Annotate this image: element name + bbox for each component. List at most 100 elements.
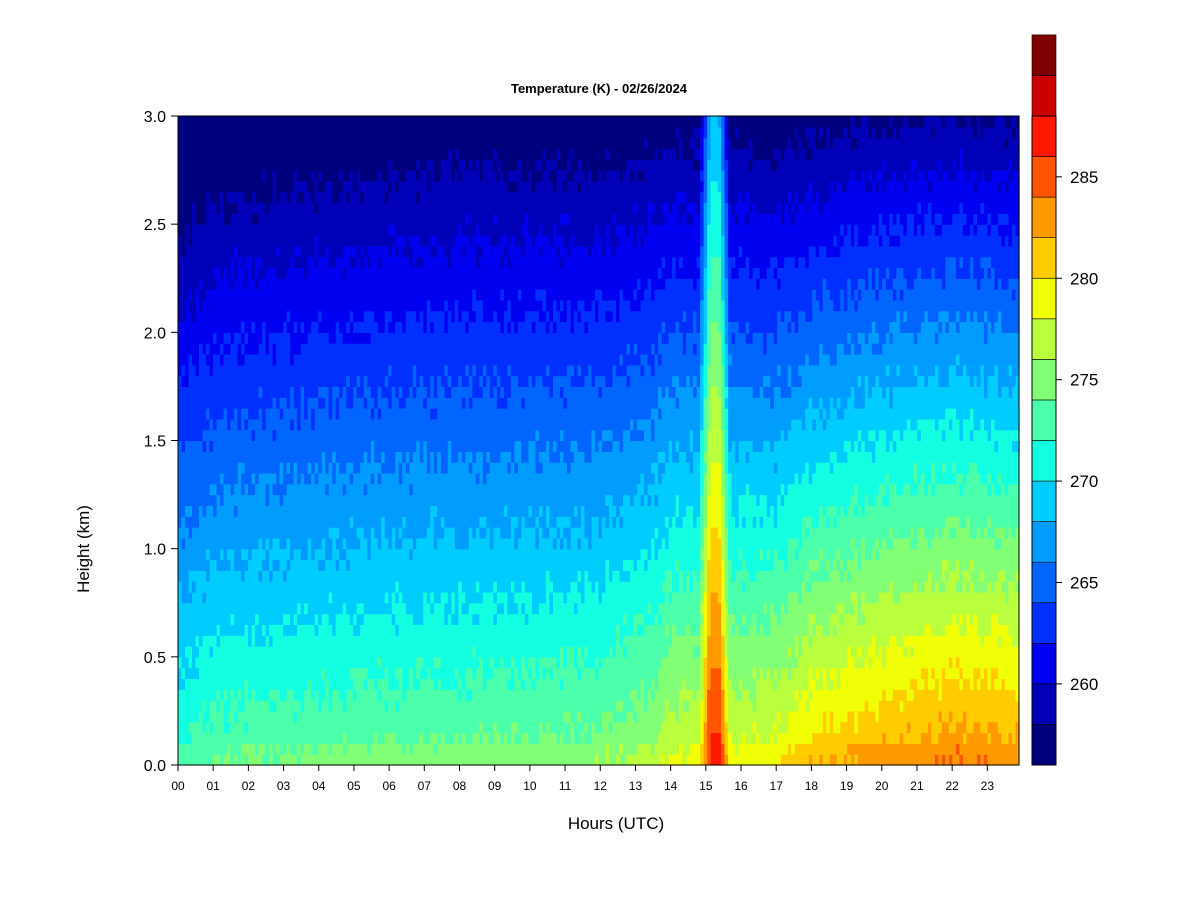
heatmap-cell	[269, 234, 274, 247]
heatmap-cell	[377, 537, 382, 550]
heatmap-cell	[360, 548, 365, 561]
heatmap-cell	[342, 462, 347, 474]
heatmap-cell	[265, 256, 270, 269]
heatmap-cell	[237, 180, 242, 193]
heatmap-cell	[388, 191, 393, 204]
heatmap-cell	[363, 397, 368, 409]
heatmap-cell	[209, 332, 214, 344]
heatmap-cell	[300, 581, 305, 593]
heatmap-cell	[356, 494, 361, 506]
heatmap-cell	[262, 170, 267, 182]
heatmap-cell	[286, 224, 291, 236]
heatmap-cell	[388, 462, 393, 474]
heatmap-cell	[230, 635, 235, 647]
heatmap-cell	[227, 343, 232, 355]
heatmap-cell	[339, 343, 344, 355]
heatmap-cell	[283, 527, 288, 539]
heatmap-cell	[321, 310, 326, 323]
heatmap-cell	[342, 289, 347, 301]
heatmap-cell	[363, 343, 368, 355]
heatmap-cell	[220, 559, 225, 571]
heatmap-cell	[398, 429, 403, 442]
heatmap-cell	[321, 386, 326, 398]
heatmap-cell	[419, 408, 424, 420]
heatmap-cell	[311, 116, 316, 128]
heatmap-cell	[209, 710, 214, 723]
heatmap-cell	[262, 180, 267, 193]
heatmap-cell	[342, 224, 347, 236]
heatmap-cell	[454, 656, 459, 669]
heatmap-cell	[349, 386, 354, 398]
heatmap-cell	[237, 321, 242, 333]
heatmap-cell	[419, 299, 424, 312]
heatmap-cell	[223, 462, 228, 474]
heatmap-cell	[444, 213, 449, 225]
heatmap-cell	[265, 602, 270, 615]
heatmap-cell	[416, 527, 421, 539]
heatmap-cell	[433, 451, 438, 463]
heatmap-cell	[265, 700, 270, 712]
heatmap-cell	[391, 548, 396, 561]
heatmap-cell	[426, 310, 431, 323]
heatmap-cell	[377, 721, 382, 734]
heatmap-cell	[307, 310, 312, 323]
heatmap-cell	[234, 656, 239, 669]
heatmap-cell	[248, 570, 253, 582]
heatmap-cell	[290, 332, 295, 344]
heatmap-cell	[300, 234, 305, 247]
heatmap-cell	[286, 386, 291, 398]
heatmap-cell	[416, 451, 421, 463]
heatmap-cell	[395, 537, 400, 550]
heatmap-cell	[311, 148, 316, 160]
heatmap-cell	[188, 710, 193, 723]
heatmap-cell	[339, 408, 344, 420]
heatmap-cell	[192, 289, 197, 301]
heatmap-cell	[374, 667, 379, 680]
heatmap-cell	[370, 667, 375, 680]
heatmap-cell	[325, 321, 330, 333]
heatmap-cell	[402, 591, 407, 604]
heatmap-cell	[328, 397, 333, 409]
heatmap-cell	[304, 710, 309, 723]
heatmap-cell	[423, 386, 428, 398]
heatmap-cell	[409, 289, 414, 301]
heatmap-cell	[269, 180, 274, 193]
heatmap-cell	[412, 386, 417, 398]
heatmap-cell	[458, 667, 463, 680]
heatmap-cell	[265, 581, 270, 593]
heatmap-cell	[374, 646, 379, 658]
heatmap-cell	[188, 602, 193, 615]
heatmap-cell	[279, 646, 284, 658]
heatmap-cell	[283, 321, 288, 333]
heatmap-cell	[220, 591, 225, 604]
heatmap-cell	[290, 267, 295, 279]
heatmap-cell	[349, 591, 354, 604]
heatmap-cell	[283, 278, 288, 290]
heatmap-cell	[300, 743, 305, 755]
heatmap-cell	[356, 289, 361, 301]
heatmap-cell	[276, 527, 281, 539]
heatmap-cell	[465, 472, 470, 485]
heatmap-cell	[391, 494, 396, 506]
heatmap-cell	[388, 126, 393, 139]
heatmap-cell	[265, 332, 270, 344]
heatmap-cell	[395, 191, 400, 204]
heatmap-cell	[202, 548, 207, 561]
heatmap-cell	[258, 170, 263, 182]
heatmap-cell	[398, 656, 403, 669]
heatmap-cell	[304, 332, 309, 344]
heatmap-cell	[258, 386, 263, 398]
heatmap-cell	[192, 689, 197, 701]
heatmap-cell	[237, 678, 242, 690]
heatmap-cell	[279, 408, 284, 420]
heatmap-cell	[367, 148, 372, 160]
heatmap-cell	[304, 191, 309, 204]
heatmap-cell	[398, 116, 403, 128]
heatmap-cell	[447, 386, 452, 398]
heatmap-cell	[248, 624, 253, 636]
heatmap-cell	[360, 656, 365, 669]
heatmap-cell	[377, 494, 382, 506]
heatmap-cell	[454, 527, 459, 539]
heatmap-cell	[318, 299, 323, 312]
heatmap-cell	[416, 516, 421, 528]
